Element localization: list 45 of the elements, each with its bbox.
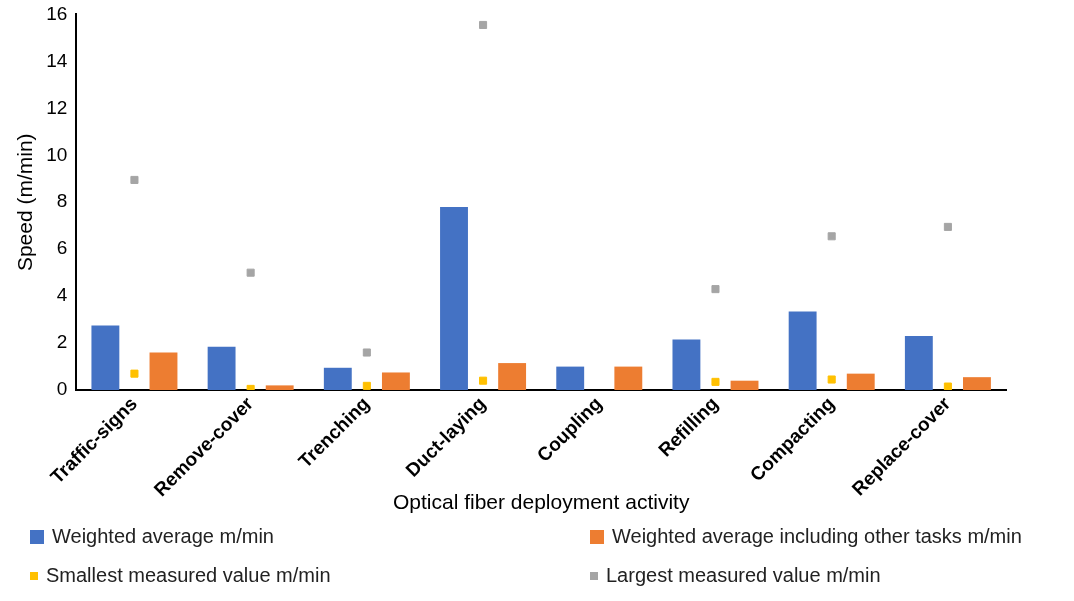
bar [672,339,701,391]
bar [440,206,468,391]
y-tick-label: 0 [56,378,68,400]
bar [265,385,294,391]
legend-label: Weighted average including other tasks m/min [612,525,1022,548]
legend-label: Largest measured value m/min [606,564,881,587]
bar [904,336,933,391]
x-axis-title: Optical fiber deployment activity [392,490,690,514]
y-tick-label: 10 [46,143,68,165]
y-tick-label: 6 [56,237,68,259]
y-tick-label: 12 [46,96,68,118]
point [362,348,371,357]
bar [381,372,410,391]
point [943,222,952,231]
y-tick-label: 8 [56,190,68,212]
point [130,369,139,378]
bar [323,367,352,391]
y-tick-label: 2 [56,331,68,353]
point [711,377,720,386]
y-tick-label: 4 [56,284,68,306]
bar [207,346,236,391]
bar [498,363,527,391]
point [827,232,836,241]
point [711,285,720,294]
bar [730,380,759,391]
point [827,375,836,384]
legend-label: Weighted average m/min [52,525,274,548]
point [943,382,952,391]
bar [788,311,817,391]
point [479,20,488,29]
y-tick-label: 16 [46,2,68,24]
legend-label: Smallest measured value m/min [46,564,331,587]
point [130,175,139,184]
point [479,376,488,385]
point [246,384,255,391]
bar [149,352,178,391]
point [362,381,371,390]
bar [614,366,643,391]
y-tick-label: 14 [46,49,68,71]
y-axis-title: Speed (m/min) [13,133,37,272]
point [246,268,255,277]
bar [963,377,991,391]
bar [91,325,120,391]
bar [556,366,585,391]
bar [846,373,875,391]
